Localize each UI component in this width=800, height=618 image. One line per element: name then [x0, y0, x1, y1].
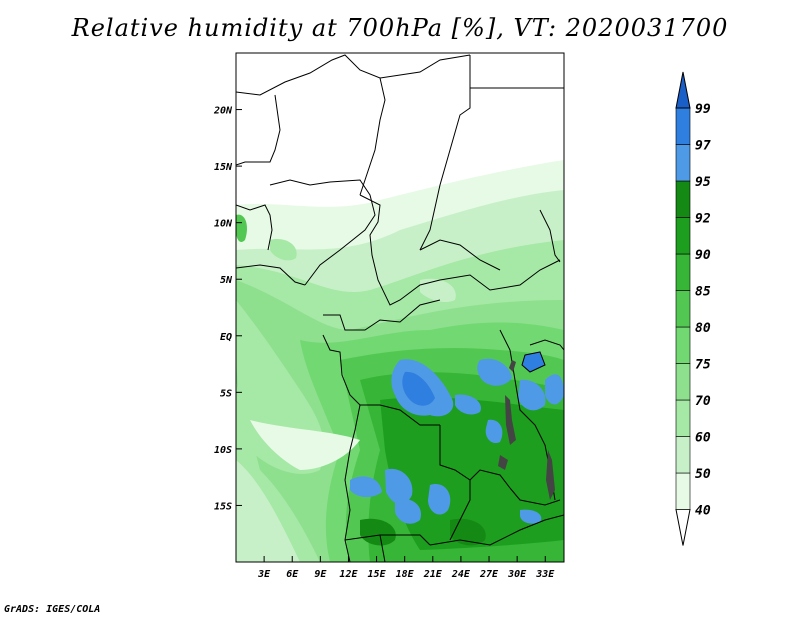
- map-title: Relative humidity at 700hPa [%], VT: 202…: [71, 14, 729, 42]
- lat-tick-label: 10S: [214, 445, 232, 456]
- lon-tick-label: 27E: [479, 569, 499, 580]
- colorbar-label: 80: [695, 321, 711, 336]
- colorbar-label: 40: [695, 504, 711, 519]
- lon-tick-label: 9E: [314, 569, 327, 580]
- colorbar-label: 70: [695, 394, 711, 409]
- colorbar-label: 97: [695, 139, 711, 154]
- lon-tick-label: 3E: [257, 569, 271, 580]
- credit-text: GrADS: IGES/COLA: [4, 604, 101, 615]
- colorbar-top-arrow: [675, 71, 691, 109]
- colorbar-label: 90: [695, 248, 711, 263]
- lon-tick-label: 12E: [339, 569, 358, 580]
- lon-tick-label: 18E: [396, 569, 415, 580]
- colorbar: 40 50 60 70 75 80 85 90 92 95 97 99: [675, 71, 711, 546]
- colorbar-swatch: [675, 472, 691, 510]
- map-frame: [235, 52, 565, 563]
- colorbar-swatch: [675, 253, 691, 291]
- lat-tick-label: 5S: [220, 388, 232, 399]
- colorbar-label: 95: [695, 175, 711, 190]
- lon-tick-label: 33E: [535, 569, 555, 580]
- colorbar-label: 92: [695, 212, 711, 227]
- colorbar-swatch: [675, 144, 691, 182]
- axis-ticks: 3E 6E 9E 12E 15E 18E 21E 24E 27E 30E 33E 20N 15N 10N 5…: [213, 106, 555, 580]
- humidity-field: [236, 53, 564, 562]
- lat-tick-label: 15S: [214, 501, 232, 512]
- colorbar-label: 50: [695, 467, 711, 482]
- lon-tick-label: 21E: [423, 569, 443, 580]
- colorbar-swatch: [675, 436, 691, 474]
- colorbar-label: 99: [695, 102, 711, 117]
- lon-tick-label: 15E: [368, 569, 387, 580]
- lon-tick-label: 30E: [507, 569, 527, 580]
- lat-tick-label: 10N: [214, 219, 233, 230]
- country-borders: [236, 54, 564, 562]
- colorbar-swatch: [675, 180, 691, 218]
- colorbar-label: 85: [695, 285, 711, 300]
- lon-tick-label: 24E: [451, 569, 471, 580]
- colorbar-swatch: [675, 363, 691, 401]
- colorbar-swatch: [675, 399, 691, 437]
- lakes: [498, 351, 555, 500]
- colorbar-swatch: [675, 217, 691, 255]
- colorbar-swatch: [675, 326, 691, 364]
- lat-tick-label: 15N: [214, 162, 233, 173]
- lon-tick-label: 6E: [286, 569, 299, 580]
- colorbar-swatch: [675, 290, 691, 328]
- lat-tick-label: 5N: [220, 275, 233, 286]
- lat-tick-label: EQ: [220, 332, 232, 343]
- colorbar-label: 75: [695, 358, 711, 373]
- lat-tick-label: 20N: [213, 106, 233, 117]
- colorbar-swatch: [675, 107, 691, 145]
- colorbar-bottom-arrow: [675, 509, 691, 546]
- colorbar-label: 60: [695, 431, 711, 446]
